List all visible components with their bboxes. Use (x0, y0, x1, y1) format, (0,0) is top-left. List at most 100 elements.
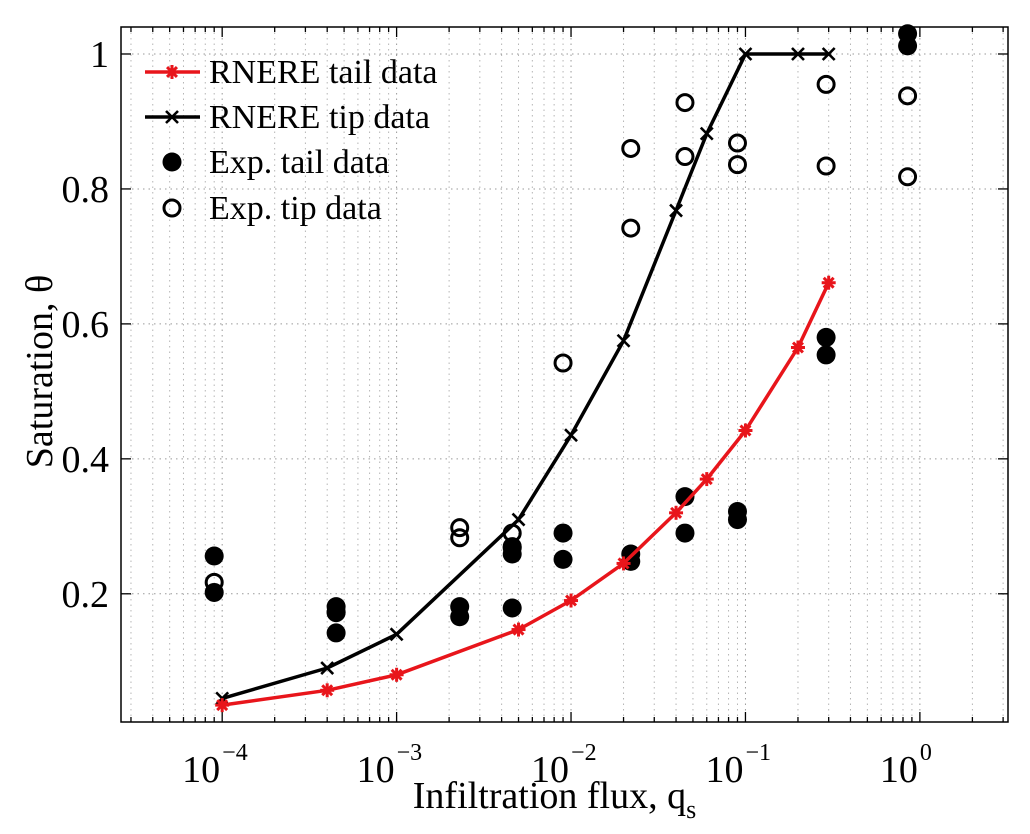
data-point (502, 598, 522, 618)
x-tick-label-exponent: −2 (571, 740, 597, 766)
data-point (450, 518, 470, 538)
star-marker (821, 275, 836, 290)
star-marker (616, 556, 631, 571)
x-tick-label-exponent: −3 (397, 740, 423, 766)
star-marker-stroke (216, 699, 229, 712)
data-point (898, 167, 918, 187)
x-marker-stroke (389, 627, 404, 642)
x-marker (511, 512, 526, 527)
y-axis-label: Saturation, θ (19, 275, 61, 468)
star-marker-stroke (617, 557, 630, 570)
star-marker-stroke (165, 65, 179, 79)
data-point (675, 147, 695, 167)
y-tick-label: 0.8 (62, 169, 110, 211)
series-layer (204, 24, 918, 713)
star-marker (165, 65, 179, 79)
data-point (204, 546, 224, 566)
data-point (816, 156, 836, 176)
legend-label: Exp. tail data (209, 144, 389, 181)
x-tick-label-base: 10 (182, 749, 220, 791)
y-tick-label: 0.2 (62, 574, 110, 616)
star-marker-stroke (700, 473, 713, 486)
star-marker-stroke (739, 424, 752, 437)
data-point (553, 353, 573, 373)
star-marker (699, 472, 714, 487)
x-tick-label: 10 −4 (182, 740, 248, 791)
data-point (816, 345, 836, 365)
legend-entry: RNERE tip data (145, 99, 430, 136)
x-tick-label-base: 10 (531, 749, 569, 791)
star-marker (389, 667, 404, 682)
data-point (675, 93, 695, 113)
data-point (621, 218, 641, 238)
star-marker (790, 340, 805, 355)
x-tick-label: 10 −2 (531, 740, 597, 791)
x-marker (699, 126, 714, 141)
data-point (675, 487, 695, 507)
data-point (727, 501, 747, 521)
star-marker (320, 683, 335, 698)
x-marker-stroke (320, 661, 335, 675)
series-exp-tail-data (204, 24, 918, 643)
x-tick-label: 10 −1 (705, 740, 771, 791)
x-tick-label-exponent: 0 (920, 740, 932, 766)
legend-label: Exp. tip data (209, 190, 382, 227)
data-point (898, 86, 918, 106)
data-point (621, 138, 641, 158)
y-tick-label: 0.4 (62, 439, 110, 481)
x-axis-label-main: Infiltration flux, q (413, 775, 686, 817)
x-marker-stroke (669, 203, 683, 218)
x-marker-stroke (564, 428, 578, 443)
legend-entry: Exp. tail data (162, 144, 389, 181)
data-point (816, 327, 836, 347)
x-marker (320, 661, 335, 675)
x-tick-label-exponent: −1 (745, 740, 771, 766)
x-marker-stroke (821, 47, 836, 61)
legend: RNERE tail data RNERE tip data Exp. tail d… (145, 54, 438, 227)
legend-label: RNERE tail data (209, 54, 438, 91)
star-marker-stroke (390, 668, 403, 681)
data-point (450, 597, 470, 617)
x-axis-label-subscript: s (686, 795, 696, 824)
data-point (553, 549, 573, 569)
x-marker-stroke (738, 47, 753, 61)
x-marker-stroke (511, 512, 526, 527)
x-marker (738, 47, 753, 61)
x-marker (791, 47, 805, 61)
y-tick-label: 0.6 (62, 304, 110, 346)
x-marker (564, 428, 578, 443)
star-marker (511, 622, 526, 637)
star-marker-stroke (565, 594, 578, 607)
plot-area (120, 26, 1009, 723)
data-point (727, 155, 747, 175)
data-point (816, 74, 836, 94)
data-point (727, 133, 747, 153)
star-marker-stroke (512, 623, 525, 636)
x-tick-label: 10 0 (880, 740, 932, 791)
x-marker-stroke (791, 47, 805, 61)
star-marker-stroke (321, 684, 334, 697)
star-marker-stroke (791, 341, 804, 354)
x-marker (616, 333, 631, 348)
data-point (553, 523, 573, 543)
legend-marker (162, 152, 182, 172)
y-tick-label: 1 (90, 34, 109, 76)
legend-entry: Exp. tip data (162, 190, 382, 227)
data-point (326, 623, 346, 643)
x-tick-label-base: 10 (705, 749, 743, 791)
series-rnere-tip-data (215, 47, 836, 706)
legend-marker (162, 198, 182, 218)
x-tick-label-base: 10 (357, 749, 395, 791)
series-rnere-tail-data (215, 275, 836, 713)
data-point (502, 538, 522, 558)
data-point (675, 523, 695, 543)
x-marker (165, 110, 179, 124)
x-tick-label-base: 10 (880, 749, 918, 791)
x-tick-label-exponent: −4 (222, 740, 248, 766)
data-point (450, 528, 470, 548)
data-point (898, 24, 918, 44)
x-marker (821, 47, 836, 61)
legend-entry: RNERE tail data (145, 54, 438, 91)
